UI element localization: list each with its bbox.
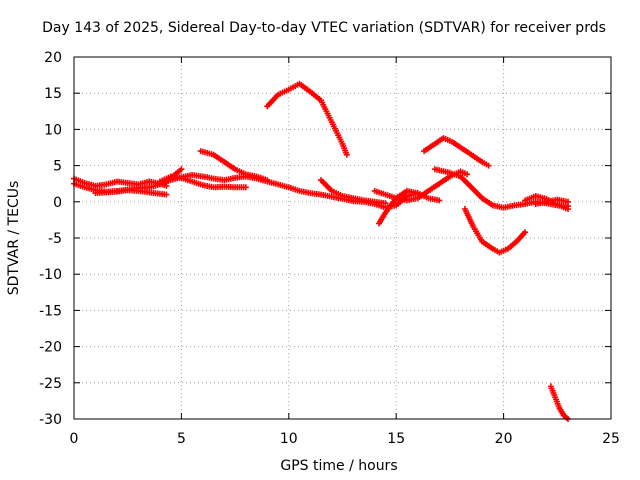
series-track-8 bbox=[318, 177, 389, 207]
x-tick-label: 5 bbox=[177, 431, 186, 447]
y-tick-label: 5 bbox=[53, 159, 62, 175]
y-axis-label: SDTVAR / TECUs bbox=[6, 181, 22, 296]
series-track-6 bbox=[197, 148, 271, 184]
y-tick-label: 0 bbox=[53, 195, 62, 211]
series-track-11 bbox=[421, 135, 492, 169]
x-tick-label: 0 bbox=[70, 431, 79, 447]
y-tick-label: -10 bbox=[39, 267, 62, 283]
series-track-15 bbox=[532, 196, 571, 207]
y-tick-label: 10 bbox=[44, 122, 62, 138]
series-track-16 bbox=[547, 383, 571, 422]
data-series bbox=[71, 80, 571, 422]
x-tick-label: 15 bbox=[387, 431, 405, 447]
chart-title: Day 143 of 2025, Sidereal Day-to-day VTE… bbox=[42, 20, 606, 36]
y-tick-label: -5 bbox=[48, 231, 62, 247]
series-track-3 bbox=[92, 187, 170, 198]
x-tick-label: 25 bbox=[602, 431, 620, 447]
y-tick-label: -15 bbox=[39, 303, 62, 319]
series-track-13 bbox=[461, 206, 529, 256]
y-tick-label: -25 bbox=[39, 376, 62, 392]
y-tick-label: 20 bbox=[44, 50, 62, 66]
x-tick-label: 20 bbox=[495, 431, 513, 447]
y-tick-label: -20 bbox=[39, 340, 62, 356]
x-tick-label: 10 bbox=[280, 431, 298, 447]
series-track-5 bbox=[161, 166, 185, 187]
y-tick-label: -30 bbox=[39, 412, 62, 428]
series-track-7 bbox=[264, 80, 350, 158]
x-axis-label: GPS time / hours bbox=[280, 458, 397, 474]
series-track-10 bbox=[376, 187, 443, 227]
plot-frame bbox=[73, 56, 612, 420]
y-tick-label: 15 bbox=[44, 86, 62, 102]
